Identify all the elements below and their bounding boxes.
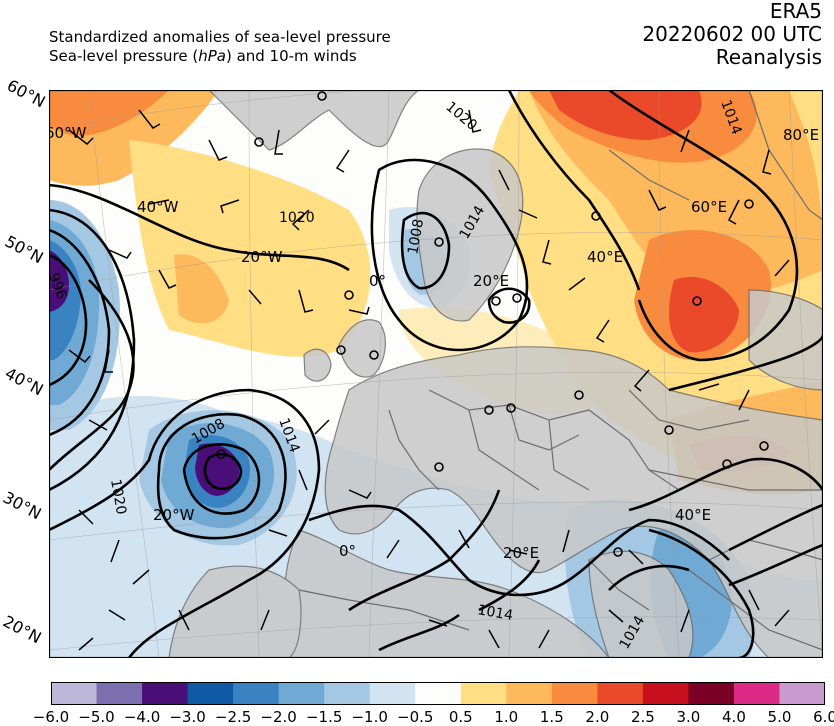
colorbar-swatch	[733, 682, 780, 705]
colorbar-swatch	[233, 682, 280, 705]
lon-label-60w: 60°W	[49, 124, 87, 142]
colorbar-swatch	[506, 682, 553, 705]
colorbar-tick-label: −0.5	[397, 708, 434, 726]
lat-label-60n: 60°N	[3, 75, 49, 112]
isobars	[49, 90, 823, 658]
city-markers	[216, 91, 769, 557]
colorbar-tick-label: −5.0	[78, 708, 115, 726]
colorbar-tick-label: −6.0	[32, 708, 70, 726]
isobar-label-1020-atlantic: 1020	[279, 210, 315, 226]
wind-barbs	[68, 109, 790, 651]
colorbar-frame	[51, 682, 825, 705]
data-type: Reanalysis	[715, 45, 822, 69]
colorbar-swatch	[460, 682, 507, 705]
map-title: Standardized anomalies of sea-level pres…	[49, 28, 391, 66]
isobar-label-1014-south: 1014	[476, 602, 514, 624]
map-frame	[49, 90, 823, 658]
colorbar-swatch	[642, 682, 689, 705]
lon-label-40e-south: 40°E	[675, 506, 711, 524]
model-info: ERA5 20220602 00 UTC Reanalysis	[642, 0, 822, 69]
lon-label-20w: 20°W	[241, 248, 283, 266]
colorbar-swatch	[551, 682, 598, 705]
lon-label-20e: 20°E	[473, 272, 509, 290]
lon-label-40e: 40°E	[587, 248, 623, 266]
anomaly-map: 60°W 40°W 20°W 0° 20°E 40°E 60°E 80°E 20…	[49, 90, 823, 658]
lon-label-60e: 60°E	[691, 198, 727, 216]
colorbar-swatch	[187, 682, 234, 705]
colorbar-swatch	[415, 682, 462, 705]
colorbar-swatch	[142, 682, 189, 705]
lat-label-20n: 20°N	[0, 611, 45, 648]
colorbar	[51, 682, 825, 705]
colorbar-tick-label: −3.0	[169, 708, 206, 726]
valid-time: 20220602 00 UTC	[642, 22, 822, 46]
colorbar-swatch	[324, 682, 371, 705]
colorbar-tick-label: −2.5	[214, 708, 252, 726]
colorbar-swatch	[278, 682, 325, 705]
colorbar-tick-label: 0.5	[448, 708, 473, 726]
lon-label-40w: 40°W	[137, 198, 179, 216]
colorbar-swatch	[597, 682, 644, 705]
colorbar-swatch	[779, 682, 825, 705]
lon-label-80e: 80°E	[783, 126, 819, 144]
colorbar-swatch	[369, 682, 416, 705]
colorbar-tick-label: 3.0	[676, 708, 701, 726]
colorbar-swatch	[51, 682, 98, 705]
lat-label-40n: 40°N	[1, 363, 47, 400]
interior-labels: 60°W 40°W 20°W 0° 20°E 40°E 60°E 80°E 20…	[49, 124, 819, 562]
lon-label-20e-south: 20°E	[503, 544, 539, 562]
colorbar-tick-label: −1.5	[305, 708, 343, 726]
title-line-2: Sea-level pressure (hPa) and 10-m winds	[49, 47, 357, 65]
isobar-label-1020-west: 1020	[107, 478, 129, 516]
colorbar-tick-label: 4.0	[722, 708, 746, 726]
colorbar-tick-label: 1.5	[539, 708, 564, 726]
colorbar-swatches	[51, 682, 825, 705]
lat-label-30n: 30°N	[0, 487, 45, 524]
dataset-name: ERA5	[769, 0, 822, 23]
colorbar-tick-label: 2.0	[585, 708, 610, 726]
lon-label-0: 0°	[369, 272, 386, 290]
colorbar-swatch	[96, 682, 143, 705]
colorbar-tick-label: 2.5	[630, 708, 655, 726]
lat-label-50n: 50°N	[1, 231, 47, 268]
lon-label-20w-south: 20°W	[153, 506, 195, 524]
colorbar-tick-label: −4.0	[123, 708, 161, 726]
map-canvas: 60°W 40°W 20°W 0° 20°E 40°E 60°E 80°E 20…	[49, 90, 823, 658]
colorbar-tick-label: 5.0	[767, 708, 792, 726]
lon-label-0-south: 0°	[339, 542, 356, 560]
isobar-label-1008-scandinavia: 1008	[405, 218, 427, 256]
colorbar-tick-label: 1.0	[494, 708, 519, 726]
colorbar-swatch	[688, 682, 735, 705]
title-line-1: Standardized anomalies of sea-level pres…	[49, 28, 391, 46]
colorbar-tick-label: 6.0	[813, 708, 834, 726]
colorbar-ticks: −6.0 −5.0 −4.0 −3.0 −2.5 −2.0 −1.5 −1.0 −0.5 0.5 1…	[33, 708, 834, 726]
colorbar-tick-label: −1.0	[351, 708, 388, 726]
colorbar-tick-label: −2.0	[260, 708, 297, 726]
